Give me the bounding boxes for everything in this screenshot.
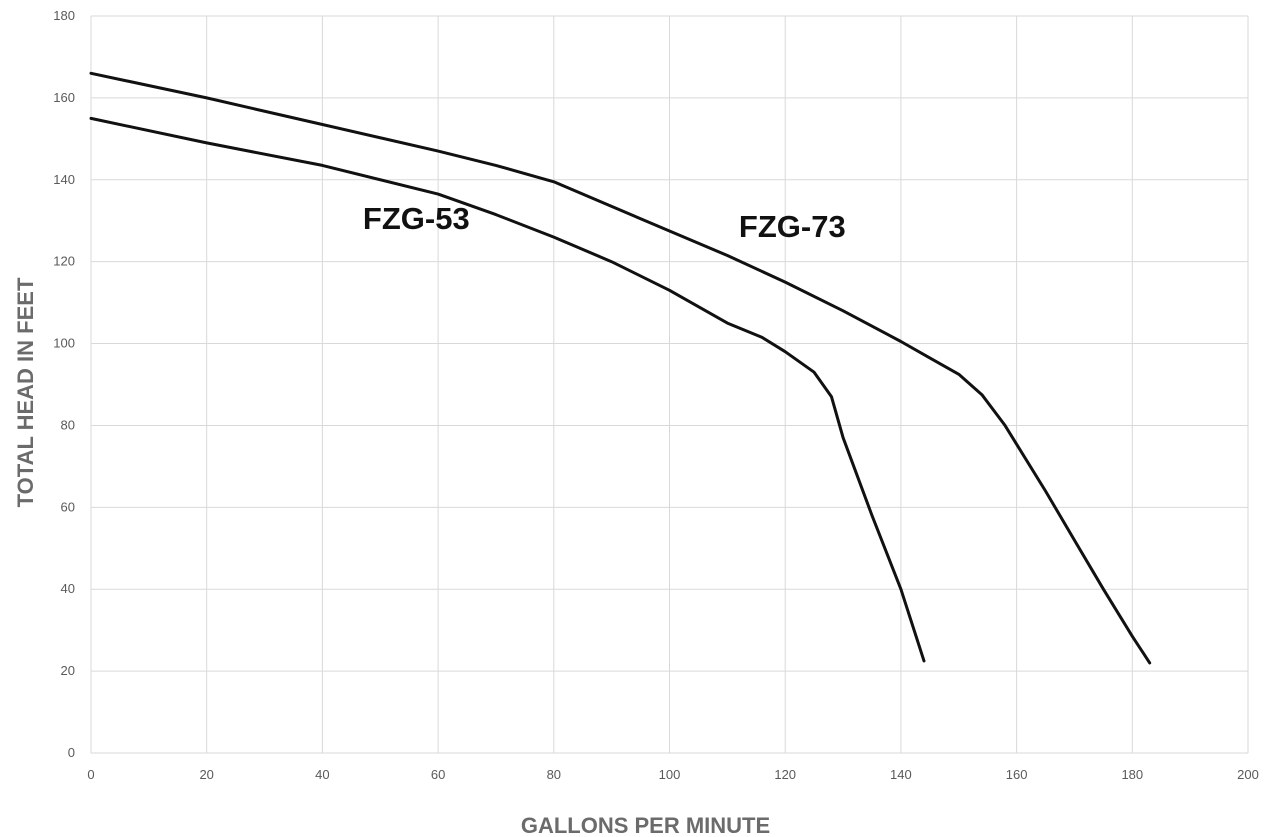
x-tick-label: 180 [1121,767,1143,782]
x-tick-label: 120 [774,767,796,782]
series-labels: FZG-53 FZG-73 [363,201,846,244]
series-label-fzg-73: FZG-73 [739,209,846,244]
x-tick-label: 100 [659,767,681,782]
series-label-fzg-53: FZG-53 [363,201,470,236]
x-tick-label: 20 [199,767,213,782]
grid-layer [90,15,1249,754]
series-line-fzg-53 [89,116,926,663]
x-tick-label: 160 [1006,767,1028,782]
x-tick-label: 200 [1237,767,1259,782]
series-line-fzg-73 [89,71,1152,665]
x-tick-label: 0 [87,767,94,782]
y-tick-label: 180 [53,8,75,23]
x-axis-title: GALLONS PER MINUTE [521,813,770,837]
y-axis-title: TOTAL HEAD IN FEET [13,277,38,507]
y-tick-label: 40 [61,581,75,596]
series-lines [89,71,1152,665]
x-tick-label: 60 [431,767,445,782]
y-tick-label: 100 [53,336,75,351]
y-tick-label: 0 [68,745,75,760]
x-tick-label: 140 [890,767,912,782]
y-tick-label: 120 [53,254,75,269]
x-tick-label: 80 [547,767,561,782]
x-tick-label: 40 [315,767,329,782]
tick-labels: 0 20 40 60 80 100 120 140 160 180 200 0 20 40 60 80 100 1… [53,8,1259,782]
y-tick-label: 20 [61,663,75,678]
y-tick-label: 60 [61,499,75,514]
y-tick-label: 140 [53,172,75,187]
y-tick-label: 80 [61,417,75,432]
y-tick-label: 160 [53,90,75,105]
